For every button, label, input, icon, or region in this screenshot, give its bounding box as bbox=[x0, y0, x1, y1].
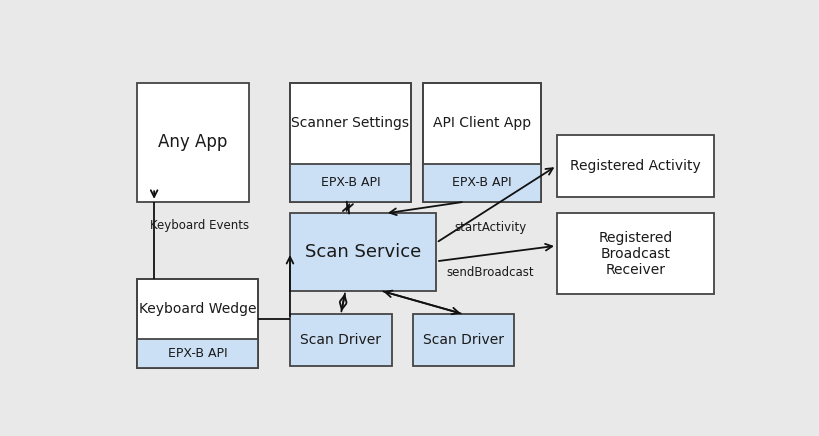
Text: startActivity: startActivity bbox=[454, 221, 526, 235]
Bar bbox=[423, 164, 541, 202]
Text: Registered
Broadcast
Receiver: Registered Broadcast Receiver bbox=[598, 231, 672, 277]
Text: EPX-B API: EPX-B API bbox=[168, 347, 228, 360]
Bar bbox=[556, 135, 713, 197]
Text: Registered Activity: Registered Activity bbox=[569, 159, 700, 173]
Bar bbox=[138, 279, 258, 368]
Text: Scan Driver: Scan Driver bbox=[300, 333, 381, 347]
Text: Scanner Settings: Scanner Settings bbox=[291, 116, 409, 130]
Bar bbox=[423, 82, 541, 202]
Text: EPX-B API: EPX-B API bbox=[320, 176, 380, 189]
Text: Keyboard Wedge: Keyboard Wedge bbox=[139, 302, 256, 316]
Text: API Client App: API Client App bbox=[432, 116, 531, 130]
Bar bbox=[138, 279, 258, 368]
Bar bbox=[412, 314, 514, 366]
Text: Scan Driver: Scan Driver bbox=[423, 333, 504, 347]
Bar bbox=[556, 214, 713, 294]
Bar bbox=[290, 82, 410, 202]
Bar bbox=[290, 314, 391, 366]
Bar bbox=[290, 164, 410, 202]
Text: EPX-B API: EPX-B API bbox=[452, 176, 511, 189]
Bar bbox=[423, 82, 541, 202]
Bar bbox=[138, 340, 258, 368]
Text: Any App: Any App bbox=[158, 133, 228, 151]
Text: sendBroadcast: sendBroadcast bbox=[446, 266, 533, 279]
Bar bbox=[290, 214, 436, 291]
Text: Keyboard Events: Keyboard Events bbox=[150, 219, 249, 232]
Bar bbox=[138, 82, 248, 202]
Bar bbox=[290, 82, 410, 202]
Text: Scan Service: Scan Service bbox=[305, 243, 421, 261]
